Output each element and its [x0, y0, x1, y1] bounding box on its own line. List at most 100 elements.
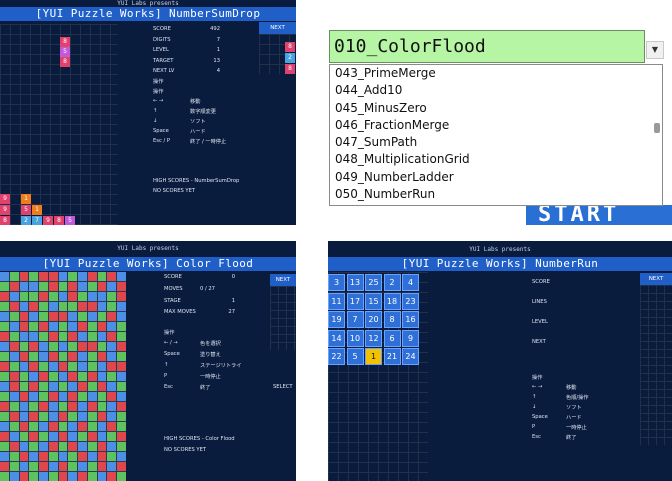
- flood-cell: [58, 332, 68, 341]
- flood-cell: [48, 302, 58, 311]
- flood-cell: [107, 352, 117, 361]
- flood-cell: [48, 312, 58, 321]
- flood-cell: [78, 392, 87, 401]
- option-item[interactable]: 047_SumPath: [335, 135, 418, 150]
- flood-cell: [39, 292, 48, 301]
- control-action: ステージリトライ: [200, 363, 242, 369]
- option-item[interactable]: 046_FractionMerge: [335, 117, 450, 132]
- flood-cell: [68, 412, 78, 421]
- stack-block: 5: [21, 205, 31, 215]
- option-item[interactable]: 045_MinusZero: [335, 100, 427, 115]
- number-tile[interactable]: 25: [365, 274, 382, 291]
- number-tile[interactable]: 10: [346, 329, 364, 347]
- flood-cell: [107, 442, 117, 451]
- flood-cell: [87, 442, 97, 451]
- flood-cell: [39, 362, 48, 371]
- flood-cell: [68, 432, 78, 441]
- next-block: 2: [285, 53, 295, 63]
- stat-label: SCORE: [153, 26, 171, 32]
- game-select-field[interactable]: 010_ColorFlood: [329, 30, 645, 63]
- list-scrollbar[interactable]: [654, 123, 660, 133]
- flood-cell: [87, 312, 97, 321]
- flood-cell: [97, 322, 107, 331]
- stat-label: STAGE: [164, 298, 181, 304]
- option-item[interactable]: 048_MultiplicationGrid: [335, 152, 470, 167]
- flood-cell: [9, 362, 19, 371]
- flood-cell: [78, 332, 87, 341]
- number-tile[interactable]: 13: [346, 274, 364, 291]
- no-scores-text: NO SCORES YET: [164, 447, 207, 453]
- flood-cell: [19, 332, 29, 341]
- option-item[interactable]: 049_NumberLadder: [335, 169, 454, 184]
- option-item[interactable]: 044_Add10: [335, 83, 403, 98]
- option-item[interactable]: 043_PrimeMerge: [335, 66, 436, 80]
- flood-cell: [39, 382, 48, 391]
- number-tile[interactable]: 23: [402, 292, 419, 310]
- flood-cell: [68, 382, 78, 391]
- number-tile[interactable]: 6: [383, 329, 401, 347]
- flood-cell: [97, 402, 107, 411]
- flood-cell: [107, 322, 117, 331]
- number-tile[interactable]: 2: [383, 274, 401, 291]
- number-tile[interactable]: 4: [402, 274, 419, 291]
- flood-board[interactable]: [0, 272, 126, 481]
- game-options-list[interactable]: 043_PrimeMerge 044_Add10 045_MinusZero 0…: [329, 64, 663, 206]
- flood-cell: [9, 282, 19, 291]
- game-title: [YUI Puzzle Works] NumberRun: [328, 257, 672, 271]
- number-tile[interactable]: 12: [365, 329, 382, 347]
- flood-cell: [39, 322, 48, 331]
- flood-cell: [58, 322, 68, 331]
- board[interactable]: 8 5 8 9 1 9 5 1 8 2 7 9 8 5: [0, 24, 118, 225]
- number-tile[interactable]: 5: [346, 348, 364, 365]
- number-tile[interactable]: 14: [328, 329, 345, 347]
- flood-cell: [58, 402, 68, 411]
- presents-label: YUI Labs presents: [117, 245, 179, 252]
- flood-cell: [78, 312, 87, 321]
- flood-cell: [87, 402, 97, 411]
- flood-cell: [0, 372, 9, 381]
- number-tile[interactable]: 19: [328, 311, 345, 328]
- number-tile[interactable]: 22: [328, 348, 345, 365]
- control-action: 色を選択: [200, 341, 221, 347]
- flood-cell: [0, 312, 9, 321]
- flood-cell: [48, 412, 58, 421]
- flood-cell: [107, 392, 117, 401]
- number-tile[interactable]: 7: [346, 311, 364, 328]
- next-header: NEXT: [640, 273, 672, 285]
- number-tile[interactable]: 15: [365, 292, 382, 310]
- flood-cell: [29, 342, 39, 351]
- number-tile[interactable]: 11: [328, 292, 345, 310]
- flood-cell: [9, 392, 19, 401]
- control-key: Space: [164, 351, 180, 357]
- flood-cell: [78, 402, 87, 411]
- flood-cell: [97, 452, 107, 461]
- flood-cell: [0, 322, 9, 331]
- flood-cell: [97, 292, 107, 301]
- number-tile[interactable]: 24: [402, 348, 419, 365]
- falling-block: 5: [60, 47, 70, 57]
- flood-cell: [78, 432, 87, 441]
- chevron-down-icon[interactable]: ▼: [646, 41, 664, 59]
- number-tile[interactable]: 3: [328, 274, 345, 291]
- flood-cell: [58, 412, 68, 421]
- number-tile[interactable]: 17: [346, 292, 364, 310]
- control-action: 移動: [566, 385, 577, 391]
- control-key: P: [164, 373, 168, 379]
- flood-cell: [107, 472, 117, 481]
- number-tile[interactable]: 18: [383, 292, 401, 310]
- control-key: ↑: [532, 394, 537, 400]
- option-item[interactable]: 050_NumberRun: [335, 187, 436, 202]
- control-key: ↓: [532, 404, 537, 410]
- number-tile[interactable]: 20: [365, 311, 382, 328]
- flood-cell: [117, 312, 126, 321]
- flood-cell: [97, 362, 107, 371]
- number-tile[interactable]: 21: [383, 348, 401, 365]
- flood-cell: [78, 382, 87, 391]
- number-tile[interactable]: 8: [383, 311, 401, 328]
- flood-cell: [19, 422, 29, 431]
- flood-cell: [29, 362, 39, 371]
- number-tile[interactable]: 9: [402, 329, 419, 347]
- start-button[interactable]: START: [526, 204, 672, 225]
- number-tile[interactable]: 16: [402, 311, 419, 328]
- number-tile[interactable]: 1: [365, 348, 382, 365]
